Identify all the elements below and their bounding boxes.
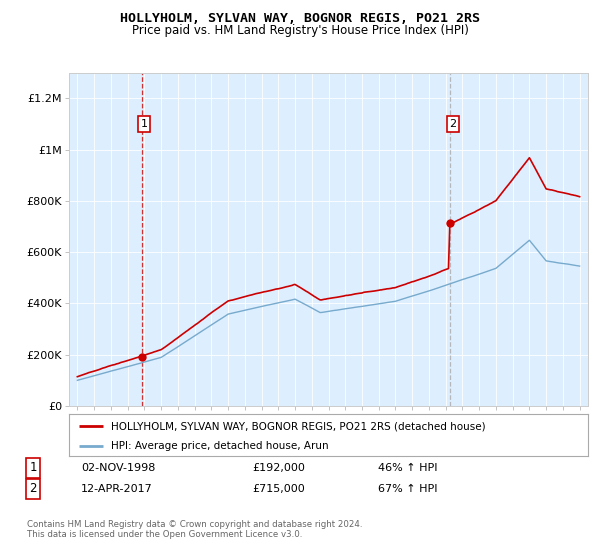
Text: 2: 2 <box>449 119 457 129</box>
Text: 46% ↑ HPI: 46% ↑ HPI <box>378 463 437 473</box>
Text: Price paid vs. HM Land Registry's House Price Index (HPI): Price paid vs. HM Land Registry's House … <box>131 24 469 36</box>
Text: 12-APR-2017: 12-APR-2017 <box>81 484 153 494</box>
Text: £192,000: £192,000 <box>252 463 305 473</box>
Text: HOLLYHOLM, SYLVAN WAY, BOGNOR REGIS, PO21 2RS (detached house): HOLLYHOLM, SYLVAN WAY, BOGNOR REGIS, PO2… <box>110 421 485 431</box>
Text: 67% ↑ HPI: 67% ↑ HPI <box>378 484 437 494</box>
Text: 1: 1 <box>29 461 37 474</box>
Text: 02-NOV-1998: 02-NOV-1998 <box>81 463 155 473</box>
Text: This data is licensed under the Open Government Licence v3.0.: This data is licensed under the Open Gov… <box>27 530 302 539</box>
Text: HPI: Average price, detached house, Arun: HPI: Average price, detached house, Arun <box>110 441 328 451</box>
Text: HOLLYHOLM, SYLVAN WAY, BOGNOR REGIS, PO21 2RS: HOLLYHOLM, SYLVAN WAY, BOGNOR REGIS, PO2… <box>120 12 480 25</box>
Text: £715,000: £715,000 <box>252 484 305 494</box>
Text: 2: 2 <box>29 482 37 496</box>
Text: 1: 1 <box>140 119 148 129</box>
Text: Contains HM Land Registry data © Crown copyright and database right 2024.: Contains HM Land Registry data © Crown c… <box>27 520 362 529</box>
